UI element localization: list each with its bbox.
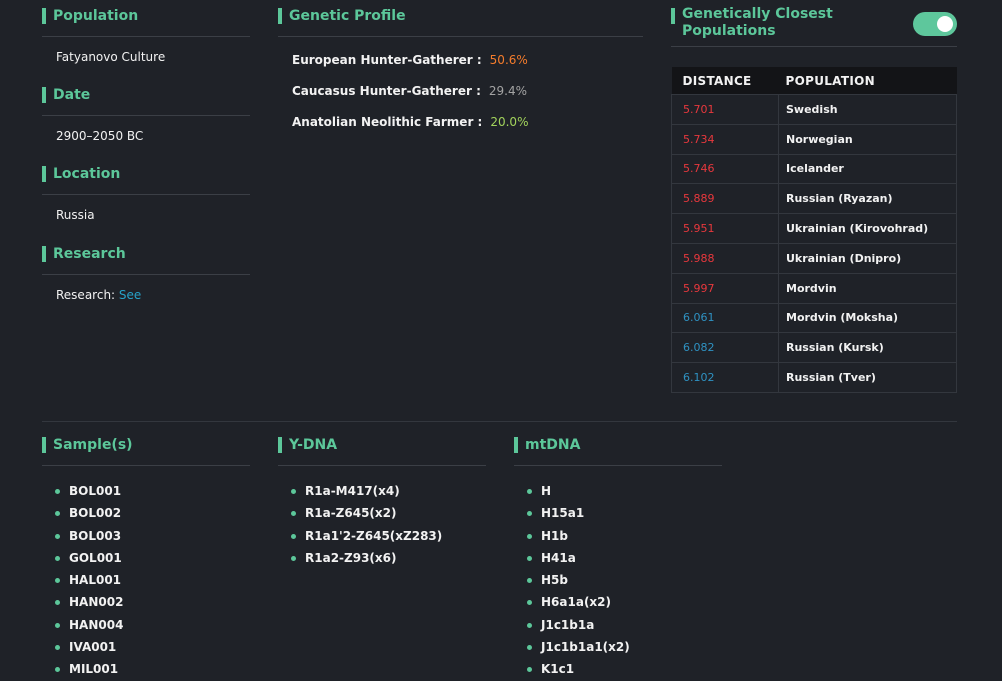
date-value: 2900–2050 BC xyxy=(56,129,144,143)
population-cell: Ukrainian (Dnipro) xyxy=(778,242,957,274)
list-item: HAL001 xyxy=(55,569,123,591)
section-heading: Research xyxy=(42,244,250,275)
population-value: Fatyanovo Culture xyxy=(56,50,166,64)
distance-cell: 6.102 xyxy=(671,362,779,393)
component-name: Caucasus Hunter-Gatherer : xyxy=(292,84,481,98)
population-cell: Russian (Tver) xyxy=(778,362,957,393)
research-label: Research: xyxy=(56,288,116,302)
heading-text: Genetically Closest Populations xyxy=(682,6,833,39)
list-item: H1b xyxy=(527,525,630,547)
list-item: IVA001 xyxy=(55,636,123,658)
list-item: H6a1a(x2) xyxy=(527,591,630,613)
table-row: 6.061 Mordvin (Moksha) xyxy=(671,302,957,334)
distance-table: DISTANCE POPULATION 5.701 Swedish 5.734 Norw… xyxy=(671,67,957,393)
component-name: Anatolian Neolithic Farmer : xyxy=(292,115,483,129)
section-heading: Date xyxy=(42,85,250,116)
distance-cell: 6.082 xyxy=(671,332,779,364)
divider xyxy=(42,421,957,422)
table-body: 5.701 Swedish 5.734 Norwegian 5.746 Icelander… xyxy=(671,94,957,393)
table-row: 5.701 Swedish xyxy=(671,94,957,125)
profile-row: Caucasus Hunter-Gatherer : 29.4% xyxy=(292,83,527,99)
table-row: 6.102 Russian (Tver) xyxy=(671,362,957,393)
distance-cell: 6.061 xyxy=(671,302,779,334)
profile-row: European Hunter-Gatherer : 50.6% xyxy=(292,52,528,68)
table-row: 5.951 Ukrainian (Kirovohrad) xyxy=(671,213,957,244)
population-cell: Russian (Kursk) xyxy=(778,332,957,364)
distance-cell: 5.988 xyxy=(671,242,779,274)
component-value: 20.0% xyxy=(490,115,529,129)
list-item: MIL001 xyxy=(55,658,123,680)
research-value: Research: See xyxy=(56,287,141,303)
table-row: 6.082 Russian (Kursk) xyxy=(671,332,957,364)
table-row: 5.997 Mordvin xyxy=(671,272,957,304)
population-cell: Ukrainian (Kirovohrad) xyxy=(778,213,957,244)
distance-cell: 5.734 xyxy=(671,123,779,155)
distance-cell: 5.997 xyxy=(671,272,779,304)
list-item: R1a-Z645(x2) xyxy=(291,502,442,524)
component-value: 50.6% xyxy=(489,53,528,67)
section-heading: mtDNA xyxy=(514,435,722,466)
list-item: BOL001 xyxy=(55,480,123,502)
list-item: H xyxy=(527,480,630,502)
section-heading: Y-DNA xyxy=(278,435,486,466)
component-value: 29.4% xyxy=(488,84,528,98)
table-row: 5.889 Russian (Ryazan) xyxy=(671,183,957,215)
sample-list: BOL001 BOL002 BOL003 GOL001 HAL001 HAN002 HAN0… xyxy=(55,480,123,681)
distance-cell: 5.746 xyxy=(671,153,779,185)
distance-cell: 5.701 xyxy=(671,94,779,125)
section-heading: Genetic Profile xyxy=(278,6,643,37)
column-header: POPULATION xyxy=(778,67,957,95)
population-cell: Icelander xyxy=(778,153,957,185)
list-item: BOL003 xyxy=(55,525,123,547)
toggle-switch[interactable] xyxy=(913,12,957,36)
list-item: K1c1 xyxy=(527,658,630,680)
table-row: 5.746 Icelander xyxy=(671,153,957,185)
list-item: R1a-M417(x4) xyxy=(291,480,442,502)
list-item: H5b xyxy=(527,569,630,591)
population-cell: Norwegian xyxy=(778,123,957,155)
section-heading: Sample(s) xyxy=(42,435,250,466)
section-heading: Genetically Closest Populations xyxy=(671,6,957,47)
ydna-list: R1a-M417(x4) R1a-Z645(x2) R1a1'2-Z645(xZ28… xyxy=(291,480,442,569)
population-cell: Swedish xyxy=(778,94,957,125)
distance-cell: 5.889 xyxy=(671,183,779,215)
list-item: R1a2-Z93(x6) xyxy=(291,547,442,569)
list-item: H15a1 xyxy=(527,502,630,524)
table-row: 5.734 Norwegian xyxy=(671,123,957,155)
list-item: HAN004 xyxy=(55,614,123,636)
distance-cell: 5.951 xyxy=(671,213,779,244)
population-cell: Mordvin (Moksha) xyxy=(778,302,957,334)
list-item: J1c1b1a xyxy=(527,614,630,636)
list-item: J1c1b1a1(x2) xyxy=(527,636,630,658)
mtdna-list: H H15a1 H1b H41a H5b H6a1a(x2) J1c1b1a J1c1b1a1… xyxy=(527,480,630,681)
table-row: 5.988 Ukrainian (Dnipro) xyxy=(671,242,957,274)
profile-row: Anatolian Neolithic Farmer : 20.0% xyxy=(292,114,528,130)
list-item: BOL002 xyxy=(55,502,123,524)
list-item: HAN002 xyxy=(55,591,123,613)
research-link[interactable]: See xyxy=(118,288,142,302)
list-item: H41a xyxy=(527,547,630,569)
section-heading: Location xyxy=(42,164,250,195)
table-header: DISTANCE POPULATION xyxy=(671,67,957,95)
location-value: Russia xyxy=(56,208,95,222)
component-name: European Hunter-Gatherer : xyxy=(292,53,482,67)
population-cell: Russian (Ryazan) xyxy=(778,183,957,215)
list-item: R1a1'2-Z645(xZ283) xyxy=(291,525,442,547)
section-heading: Population xyxy=(42,6,250,37)
list-item: GOL001 xyxy=(55,547,123,569)
population-cell: Mordvin xyxy=(778,272,957,304)
column-header: DISTANCE xyxy=(671,67,779,95)
